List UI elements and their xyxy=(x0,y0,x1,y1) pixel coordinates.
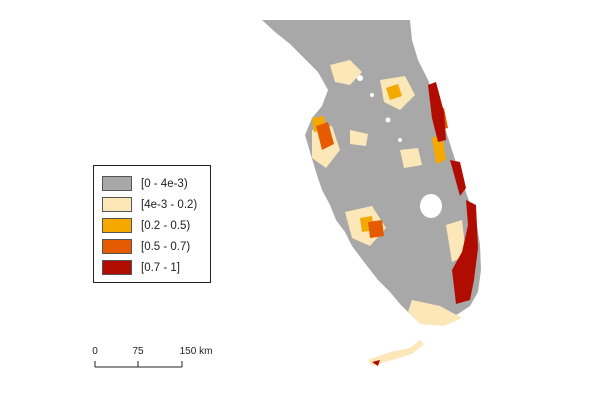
legend-swatch xyxy=(102,239,132,254)
map-legend: [0 - 4e-3) [4e-3 - 0.2) [0.2 - 0.5) [0.5… xyxy=(93,165,211,283)
patch-class-4 xyxy=(452,200,478,304)
legend-item: [0.7 - 1] xyxy=(102,257,210,278)
patch-class-1 xyxy=(350,130,368,146)
patch-class-1 xyxy=(330,60,362,85)
patch-class-4 xyxy=(450,160,466,196)
peninsula-landmass xyxy=(262,20,481,322)
legend-label: [0.7 - 1] xyxy=(141,261,180,274)
legend-item: [0 - 4e-3) xyxy=(102,173,210,194)
scale-tick-label: 0 xyxy=(92,346,98,357)
small-lake xyxy=(398,138,402,142)
small-lake xyxy=(385,117,391,123)
legend-label: [0.5 - 0.7) xyxy=(141,240,191,253)
florida-keys xyxy=(368,340,424,366)
legend-label: [4e-3 - 0.2) xyxy=(141,198,198,211)
legend-item: [0.5 - 0.7) xyxy=(102,236,210,257)
patch-class-2 xyxy=(432,134,446,164)
legend-label: [0 - 4e-3) xyxy=(141,177,188,190)
legend-item: [4e-3 - 0.2) xyxy=(102,194,210,215)
small-lake xyxy=(357,75,363,81)
legend-swatch xyxy=(102,197,132,212)
patch-class-4 xyxy=(428,82,446,142)
patch-class-1 xyxy=(408,300,462,326)
lake-okeechobee xyxy=(420,194,442,218)
legend-label: [0.2 - 0.5) xyxy=(141,219,191,232)
patch-class-2 xyxy=(386,84,402,100)
legend-swatch xyxy=(102,218,132,233)
legend-item: [0.2 - 0.5) xyxy=(102,215,210,236)
small-lake xyxy=(370,93,374,97)
patch-class-4 xyxy=(372,360,380,366)
patch-class-1 xyxy=(446,220,466,262)
legend-swatch xyxy=(102,260,132,275)
patch-class-3 xyxy=(316,122,334,150)
scale-tick-label: 150 km xyxy=(179,346,213,357)
legend-swatch xyxy=(102,176,132,191)
patch-class-1 xyxy=(400,148,422,168)
scale-tick-label: 75 xyxy=(132,346,144,357)
patch-class-3 xyxy=(368,220,384,238)
